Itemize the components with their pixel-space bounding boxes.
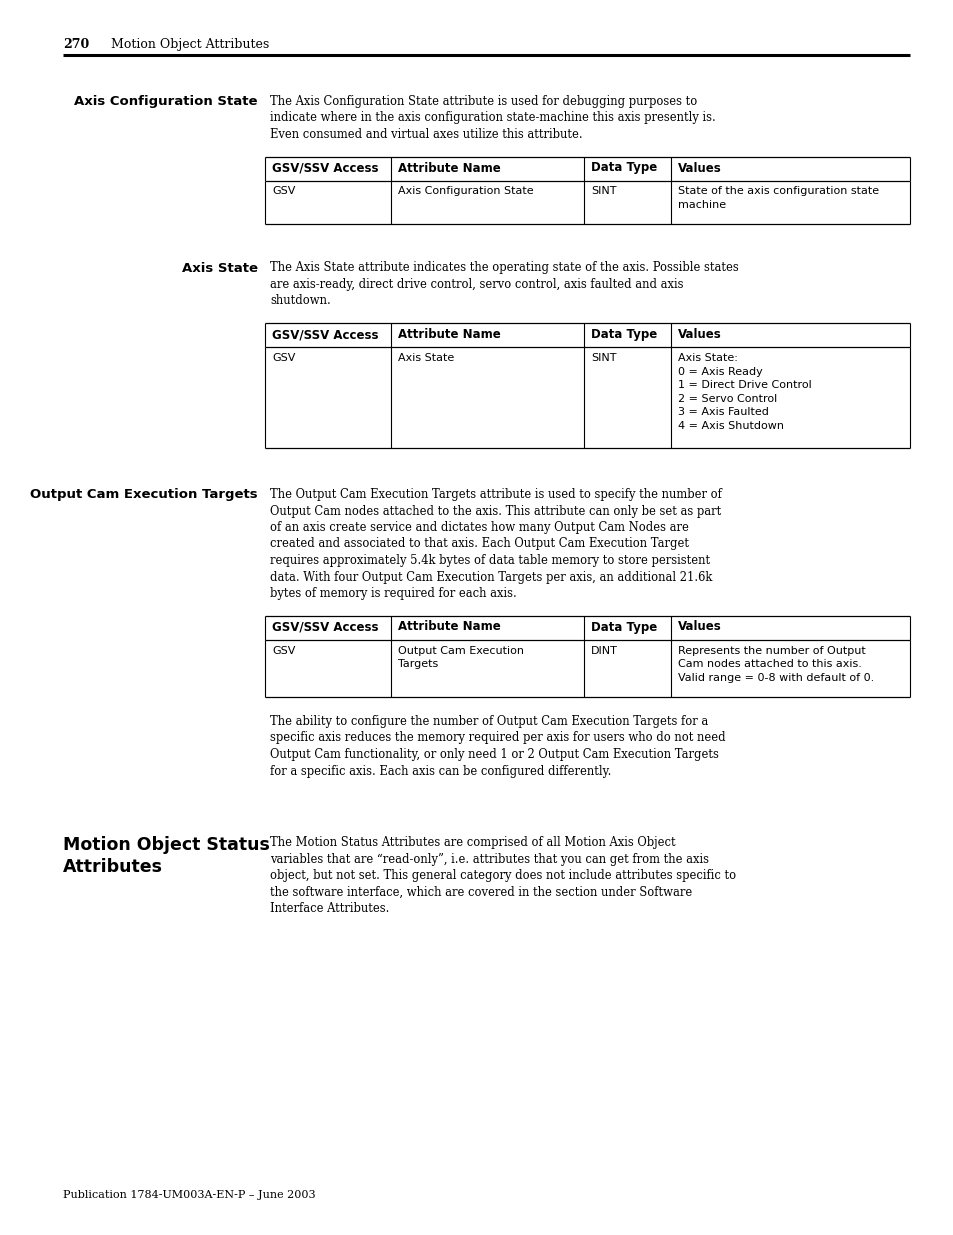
Text: The Output Cam Execution Targets attribute is used to specify the number of: The Output Cam Execution Targets attribu… [270,488,721,501]
Text: Interface Attributes.: Interface Attributes. [270,902,389,915]
Text: Attribute Name: Attribute Name [397,620,500,634]
Text: specific axis reduces the memory required per axis for users who do not need: specific axis reduces the memory require… [270,731,725,745]
Text: Attribute Name: Attribute Name [397,329,500,341]
Text: GSV/SSV Access: GSV/SSV Access [272,620,378,634]
Text: requires approximately 5.4k bytes of data table memory to store persistent: requires approximately 5.4k bytes of dat… [270,555,709,567]
Text: The Motion Status Attributes are comprised of all Motion Axis Object: The Motion Status Attributes are compris… [270,836,675,848]
Text: The Axis State attribute indicates the operating state of the axis. Possible sta: The Axis State attribute indicates the o… [270,262,738,274]
Text: Axis Configuration State: Axis Configuration State [397,186,533,196]
Text: Represents the number of Output
Cam nodes attached to this axis.
Valid range = 0: Represents the number of Output Cam node… [678,646,874,683]
Text: object, but not set. This general category does not include attributes specific : object, but not set. This general catego… [270,869,736,882]
Text: SINT: SINT [591,353,617,363]
Text: Values: Values [678,329,721,341]
Text: Axis State:
0 = Axis Ready
1 = Direct Drive Control
2 = Servo Control
3 = Axis F: Axis State: 0 = Axis Ready 1 = Direct Dr… [678,353,811,431]
Text: Data Type: Data Type [591,329,657,341]
Text: Even consumed and virtual axes utilize this attribute.: Even consumed and virtual axes utilize t… [270,128,582,141]
Text: Publication 1784-UM003A-EN-P – June 2003: Publication 1784-UM003A-EN-P – June 2003 [63,1191,315,1200]
Text: data. With four Output Cam Execution Targets per axis, an additional 21.6k: data. With four Output Cam Execution Tar… [270,571,712,583]
Text: Data Type: Data Type [591,620,657,634]
Text: DINT: DINT [591,646,618,656]
Text: Output Cam Execution
Targets: Output Cam Execution Targets [397,646,523,669]
Text: Values: Values [678,162,721,174]
Text: Motion Object Attributes: Motion Object Attributes [111,38,269,51]
Text: GSV/SSV Access: GSV/SSV Access [272,162,378,174]
Text: The Axis Configuration State attribute is used for debugging purposes to: The Axis Configuration State attribute i… [270,95,697,107]
Text: Attribute Name: Attribute Name [397,162,500,174]
Text: Values: Values [678,620,721,634]
Text: shutdown.: shutdown. [270,294,331,308]
Text: GSV: GSV [272,186,295,196]
Text: SINT: SINT [591,186,617,196]
Text: created and associated to that axis. Each Output Cam Execution Target: created and associated to that axis. Eac… [270,537,688,551]
Text: Output Cam Execution Targets: Output Cam Execution Targets [30,488,257,501]
Text: Axis Configuration State: Axis Configuration State [74,95,257,107]
Text: GSV: GSV [272,353,295,363]
Text: GSV/SSV Access: GSV/SSV Access [272,329,378,341]
Text: Motion Object Status: Motion Object Status [63,836,270,853]
Text: variables that are “read-only”, i.e. attributes that you can get from the axis: variables that are “read-only”, i.e. att… [270,852,708,866]
Text: Output Cam nodes attached to the axis. This attribute can only be set as part: Output Cam nodes attached to the axis. T… [270,505,720,517]
Text: are axis-ready, direct drive control, servo control, axis faulted and axis: are axis-ready, direct drive control, se… [270,278,682,291]
Text: Data Type: Data Type [591,162,657,174]
Text: Axis State: Axis State [182,262,257,274]
Text: the software interface, which are covered in the section under Software: the software interface, which are covere… [270,885,692,899]
Text: Axis State: Axis State [397,353,454,363]
Text: Output Cam functionality, or only need 1 or 2 Output Cam Execution Targets: Output Cam functionality, or only need 1… [270,748,719,761]
Text: 270: 270 [63,38,90,51]
Text: GSV: GSV [272,646,295,656]
Text: for a specific axis. Each axis can be configured differently.: for a specific axis. Each axis can be co… [270,764,611,778]
Text: of an axis create service and dictates how many Output Cam Nodes are: of an axis create service and dictates h… [270,521,688,534]
Text: bytes of memory is required for each axis.: bytes of memory is required for each axi… [270,587,517,600]
Text: The ability to configure the number of Output Cam Execution Targets for a: The ability to configure the number of O… [270,715,707,727]
Text: Attributes: Attributes [63,858,163,876]
Text: indicate where in the axis configuration state-machine this axis presently is.: indicate where in the axis configuration… [270,111,715,125]
Text: State of the axis configuration state
machine: State of the axis configuration state ma… [678,186,879,210]
